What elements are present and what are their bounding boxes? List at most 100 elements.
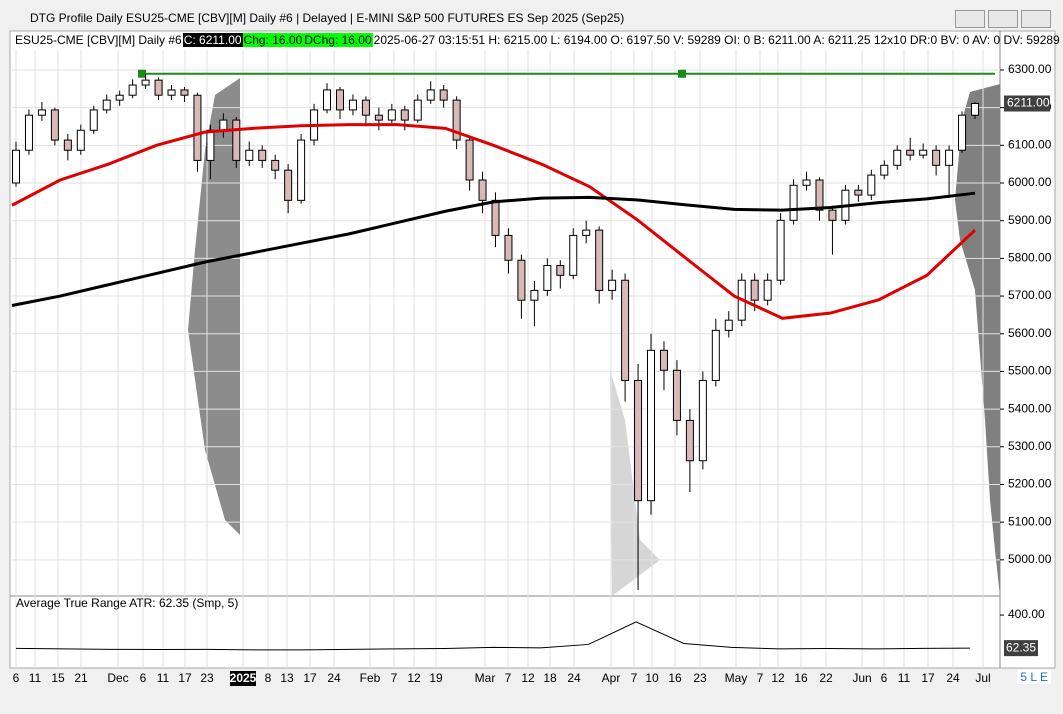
candle-body: [63, 139, 72, 151]
candle-body: [102, 99, 111, 111]
candle-body: [24, 114, 33, 151]
candle-body: [50, 109, 59, 141]
y-tick-label: 5100.00: [1008, 514, 1052, 528]
candle-body: [504, 234, 513, 261]
x-tick-label: 6: [140, 671, 147, 685]
level-handle: [678, 69, 686, 78]
last-price-box: [1004, 95, 1050, 112]
x-tick-label: 12: [407, 671, 421, 685]
chart-panel: [9, 30, 1056, 669]
candle-body: [128, 84, 137, 96]
x-tick-label: 19: [429, 671, 443, 685]
candle-body: [245, 149, 254, 161]
atr-last-box: [1004, 640, 1038, 657]
candle-body: [659, 349, 668, 371]
candle-body: [971, 103, 979, 116]
candle-body: [439, 89, 448, 101]
candle-body: [335, 89, 344, 111]
candle-body: [426, 89, 435, 101]
candle-body: [932, 149, 941, 166]
x-tick-label: 24: [327, 671, 341, 685]
candle-body: [867, 174, 876, 196]
y-tick-label: 5900.00: [1008, 213, 1052, 227]
candle-body: [556, 265, 565, 276]
maximize-button[interactable]: [988, 10, 1018, 28]
candle-body: [232, 119, 241, 161]
candle-body: [958, 114, 967, 151]
candle-body: [12, 149, 20, 184]
candle-body: [89, 109, 98, 131]
y-tick-label: 5300.00: [1008, 439, 1052, 453]
candle-body: [76, 129, 85, 151]
candle-body: [945, 149, 954, 166]
candle-body: [284, 169, 293, 201]
x-tick-label: 12: [521, 671, 535, 685]
x-tick-label: 16: [668, 671, 682, 685]
x-tick-label: May: [725, 671, 748, 685]
candle-body: [647, 349, 656, 502]
candle-body: [141, 79, 150, 86]
candle-body: [685, 419, 694, 462]
candle-body: [711, 329, 720, 381]
x-tick-label: 24: [567, 671, 581, 685]
x-tick-label: 6: [881, 671, 888, 685]
x-tick-label: 17: [921, 671, 935, 685]
y-tick-label: 5500.00: [1008, 364, 1052, 378]
candle-body: [776, 219, 785, 281]
x-tick-label: Mar: [475, 671, 496, 685]
candle-body: [465, 139, 474, 181]
close: C: 6211.00: [182, 33, 243, 47]
candle-body: [297, 139, 306, 201]
volume-profile: [610, 370, 660, 596]
y-tick-label: 5600.00: [1008, 326, 1052, 340]
x-tick-label: 7: [505, 671, 512, 685]
candle-body: [582, 229, 591, 236]
candle-body: [478, 179, 487, 201]
x-tick-label: 23: [693, 671, 707, 685]
x-tick-label: 7: [631, 671, 638, 685]
candle-body: [180, 89, 189, 96]
moving-average: [11, 123, 977, 320]
info-line: ESU25-CME [CBV][M] Daily #6 C: 6211.00 Chg…: [14, 33, 1063, 47]
y-tick-label: 400.00: [1008, 607, 1045, 621]
minimize-button[interactable]: [955, 10, 985, 28]
candle-body: [219, 119, 228, 131]
x-tick-label: 18: [543, 671, 557, 685]
x-tick-label: 24: [946, 671, 960, 685]
symbol: ESU25-CME [CBV][M] Daily #6: [15, 33, 182, 47]
x-tick-label: 22: [819, 671, 833, 685]
x-tick-label: 2025: [230, 671, 257, 685]
x-tick-label: 11: [157, 671, 170, 685]
x-tick-label: 12: [771, 671, 785, 685]
x-tick-label: 11: [29, 671, 42, 685]
candle-body: [815, 179, 824, 211]
y-tick-label: 5700.00: [1008, 288, 1052, 302]
candle-body: [828, 209, 837, 221]
candle-body: [672, 369, 681, 421]
tick-highlight: [230, 671, 256, 686]
last-price-label: 6211.00: [1007, 96, 1050, 110]
candle-body: [634, 379, 643, 502]
volume-profile: [955, 84, 1000, 596]
candle-body: [854, 189, 863, 196]
candle-body: [154, 79, 163, 96]
volume-profile: [188, 78, 240, 535]
x-tick-label: 6: [13, 671, 20, 685]
close-button[interactable]: [1021, 10, 1051, 28]
candle-body: [763, 279, 772, 301]
candle-body: [802, 179, 811, 186]
x-tick-label: 7: [757, 671, 764, 685]
candle-body: [530, 289, 539, 301]
details: 2025-06-27 03:15:51 H: 6215.00 L: 6194.0…: [373, 33, 1063, 47]
candle-body: [491, 199, 500, 236]
y-tick-label: 5200.00: [1008, 477, 1052, 491]
candle-body: [115, 94, 124, 101]
candle-body: [452, 99, 461, 141]
y-tick-label: 6000.00: [1008, 175, 1052, 189]
x-tick-label: 16: [794, 671, 808, 685]
candle-body: [698, 379, 707, 462]
candle-body: [374, 114, 383, 121]
candle-body: [413, 99, 422, 121]
